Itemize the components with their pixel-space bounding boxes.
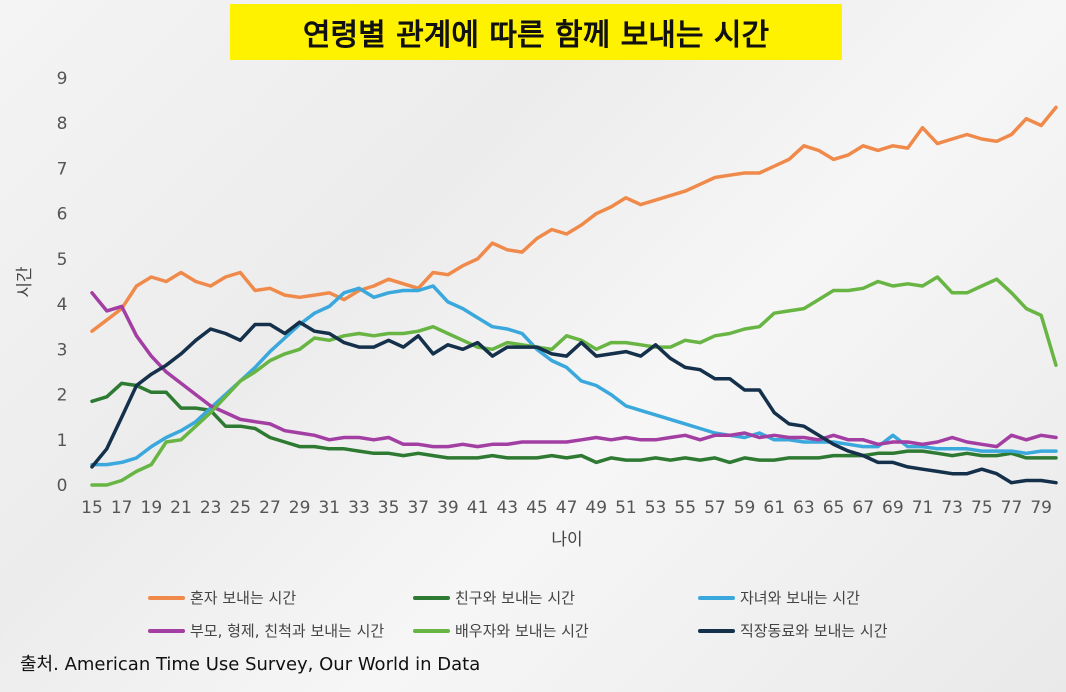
x-tick-label: 69 bbox=[882, 498, 904, 518]
x-axis-label: 나이 bbox=[551, 530, 582, 550]
legend-label: 친구와 보내는 시간 bbox=[455, 589, 575, 607]
x-tick-label: 35 bbox=[378, 498, 400, 518]
legend-label: 직장동료와 보내는 시간 bbox=[740, 622, 888, 640]
chart-title: 연령별 관계에 따른 함께 보내는 시간 bbox=[303, 18, 770, 53]
title-highlight bbox=[230, 4, 842, 60]
x-tick-label: 53 bbox=[645, 498, 667, 518]
x-tick-label: 41 bbox=[467, 498, 489, 518]
x-tick-label: 25 bbox=[229, 498, 251, 518]
x-tick-label: 17 bbox=[111, 498, 133, 518]
x-tick-label: 57 bbox=[704, 498, 726, 518]
legend-label: 혼자 보내는 시간 bbox=[190, 589, 296, 607]
series-line-3 bbox=[90, 284, 1058, 467]
x-tick-label: 39 bbox=[437, 498, 459, 518]
x-tick-label: 45 bbox=[526, 498, 548, 518]
x-tick-label: 55 bbox=[674, 498, 696, 518]
x-tick-label: 63 bbox=[793, 498, 815, 518]
x-tick-label: 77 bbox=[1001, 498, 1023, 518]
x-tick-label: 51 bbox=[615, 498, 637, 518]
y-tick-label: 8 bbox=[57, 114, 68, 134]
y-tick-label: 6 bbox=[57, 205, 68, 225]
series-line-5 bbox=[90, 275, 1058, 487]
legend-label: 배우자와 보내는 시간 bbox=[455, 622, 589, 640]
x-tick-label: 79 bbox=[1030, 498, 1052, 518]
x-tick-label: 65 bbox=[823, 498, 845, 518]
series-line-2 bbox=[90, 381, 1058, 465]
y-axis-label: 시간 bbox=[15, 266, 35, 298]
series-lines bbox=[90, 105, 1058, 487]
x-tick-label: 15 bbox=[81, 498, 103, 518]
x-tick-label: 23 bbox=[200, 498, 222, 518]
y-tick-label: 0 bbox=[57, 476, 68, 496]
y-tick-label: 1 bbox=[57, 431, 68, 451]
x-tick-label: 73 bbox=[941, 498, 963, 518]
x-tick-label: 27 bbox=[259, 498, 281, 518]
x-tick-label: 61 bbox=[763, 498, 785, 518]
x-axis-ticks: 15 17 19 21 23 25 27 29 31 33 35 37 39 41 43 45 47 49 51 53… bbox=[81, 498, 1052, 518]
x-tick-label: 33 bbox=[348, 498, 370, 518]
series-line-6 bbox=[90, 320, 1058, 485]
series-line-1 bbox=[90, 105, 1058, 333]
x-tick-label: 47 bbox=[556, 498, 578, 518]
legend-label: 부모, 형제, 친척과 보내는 시간 bbox=[190, 622, 384, 640]
y-tick-label: 2 bbox=[57, 386, 68, 406]
source-note: 출처. American Time Use Survey, Our World … bbox=[20, 654, 480, 675]
x-tick-label: 37 bbox=[407, 498, 429, 518]
x-tick-label: 43 bbox=[496, 498, 518, 518]
y-tick-label: 7 bbox=[57, 159, 68, 179]
x-tick-label: 31 bbox=[318, 498, 340, 518]
x-tick-label: 67 bbox=[852, 498, 874, 518]
x-tick-label: 49 bbox=[585, 498, 607, 518]
y-axis-ticks: 0 1 2 3 4 5 6 7 8 9 bbox=[57, 69, 68, 496]
y-tick-label: 3 bbox=[57, 340, 68, 360]
y-tick-label: 5 bbox=[57, 250, 68, 270]
y-tick-label: 9 bbox=[57, 69, 68, 89]
y-tick-label: 4 bbox=[57, 295, 68, 315]
x-tick-label: 29 bbox=[289, 498, 311, 518]
x-tick-label: 71 bbox=[912, 498, 934, 518]
series-line-4 bbox=[90, 291, 1058, 449]
x-tick-label: 59 bbox=[734, 498, 756, 518]
x-tick-label: 75 bbox=[971, 498, 993, 518]
legend-label: 자녀와 보내는 시간 bbox=[740, 589, 860, 607]
x-tick-label: 21 bbox=[170, 498, 192, 518]
x-tick-label: 19 bbox=[141, 498, 163, 518]
